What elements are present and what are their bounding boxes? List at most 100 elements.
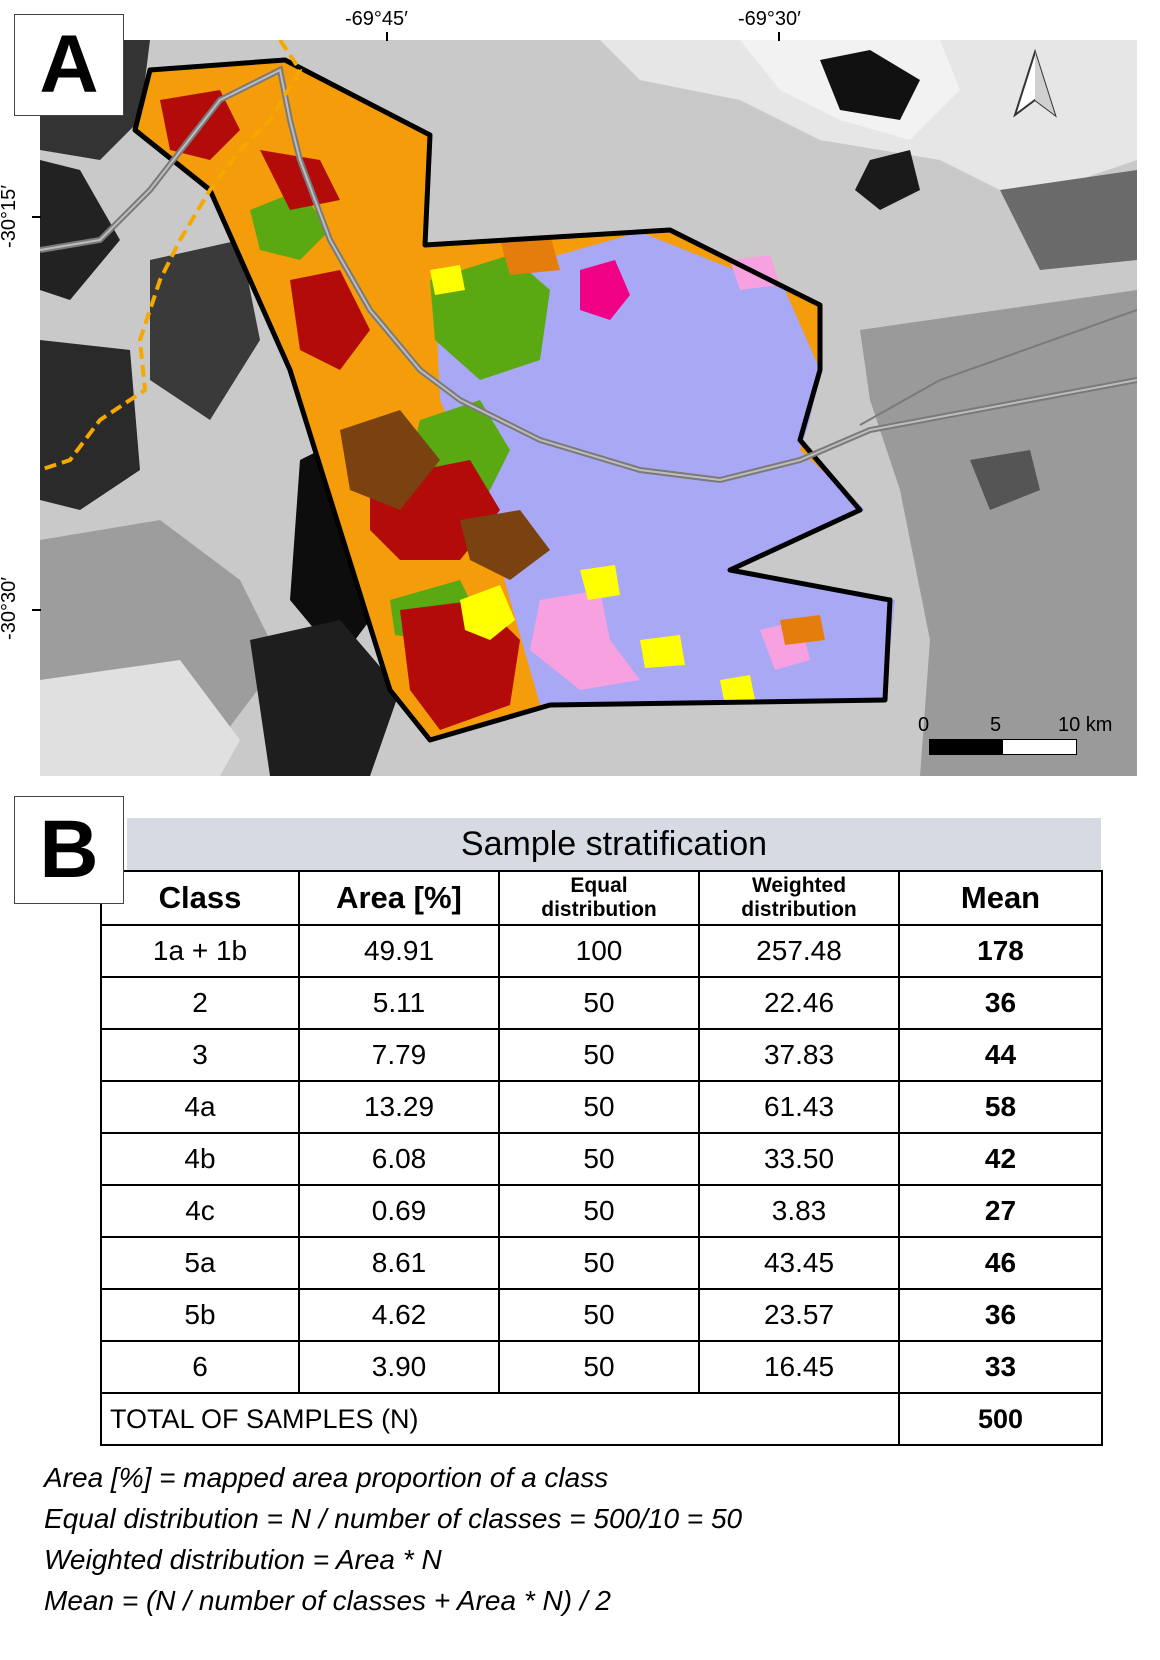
table-header-row: Class Area [%] Equal distribution Weight… [100, 870, 1103, 926]
latitude-tick [32, 609, 41, 611]
cell-area: 0.69 [298, 1184, 500, 1238]
latitude-tick [32, 216, 41, 218]
longitude-tick [778, 32, 780, 41]
scale-label-10: 10 km [1058, 714, 1113, 736]
cell-class: 5a [100, 1236, 300, 1290]
scale-label-0: 0 [918, 714, 930, 736]
cell-class: 5b [100, 1288, 300, 1342]
cell-weighted: 37.83 [698, 1028, 900, 1082]
table-row: 5a 8.61 50 43.45 46 [100, 1236, 1103, 1290]
cell-class: 6 [100, 1340, 300, 1394]
cell-area: 7.79 [298, 1028, 500, 1082]
cell-equal: 50 [498, 1028, 700, 1082]
sample-stratification-table: Class Area [%] Equal distribution Weight… [100, 870, 1103, 1446]
table-row: 4a 13.29 50 61.43 58 [100, 1080, 1103, 1134]
latitude-label-2: -30°30′ [0, 577, 20, 640]
header-area: Area [%] [298, 870, 500, 926]
total-row: TOTAL OF SAMPLES (N) 500 [100, 1392, 1103, 1446]
class-2-area [530, 590, 640, 690]
class-3-area [720, 675, 755, 705]
note-mean: Mean = (N / number of classes + Area * N… [44, 1585, 611, 1616]
north-arrow-icon [1013, 48, 1057, 118]
cell-area: 3.90 [298, 1340, 500, 1394]
table-row: 3 7.79 50 37.83 44 [100, 1028, 1103, 1082]
scale-bar-segment [1003, 740, 1076, 754]
cell-weighted: 43.45 [698, 1236, 900, 1290]
table-row: 2 5.11 50 22.46 36 [100, 976, 1103, 1030]
terrain-dark-area [40, 160, 120, 300]
cell-class: 4c [100, 1184, 300, 1238]
cell-equal: 50 [498, 1184, 700, 1238]
map-panel [40, 40, 1137, 776]
cell-mean: 46 [898, 1236, 1103, 1290]
scale-bar [929, 739, 1077, 755]
cell-weighted: 257.48 [698, 924, 900, 978]
cell-area: 4.62 [298, 1288, 500, 1342]
class-3-area [640, 635, 685, 668]
longitude-label-2: -69°30′ [738, 8, 801, 30]
panel-letter-b: B [14, 796, 124, 904]
header-equal-line-1: Equal [570, 874, 628, 897]
table-row: 1a + 1b 49.91 100 257.48 178 [100, 924, 1103, 978]
longitude-label-1: -69°45′ [345, 8, 408, 30]
cell-equal: 50 [498, 1132, 700, 1186]
cell-area: 8.61 [298, 1236, 500, 1290]
cell-weighted: 16.45 [698, 1340, 900, 1394]
class-5b-area [460, 510, 550, 580]
cell-equal: 50 [498, 1080, 700, 1134]
cell-mean: 58 [898, 1080, 1103, 1134]
note-equal-distribution: Equal distribution = N / number of class… [44, 1503, 743, 1534]
cell-area: 6.08 [298, 1132, 500, 1186]
terrain-dark-area [150, 240, 260, 420]
scale-labels: 0 5 10 km [918, 714, 1138, 740]
class-5a-area [290, 270, 370, 370]
header-weighted-line-2: distribution [741, 898, 857, 921]
cell-equal: 100 [498, 924, 700, 978]
classification-map [40, 40, 1137, 776]
cell-area: 5.11 [298, 976, 500, 1030]
panel-letter-a: A [14, 14, 124, 116]
total-label: TOTAL OF SAMPLES (N) [100, 1392, 900, 1446]
class-3-area [430, 265, 465, 295]
cell-mean: 27 [898, 1184, 1103, 1238]
terrain-mid-area [1000, 170, 1137, 270]
study-area-boundary [132, 57, 893, 743]
cell-weighted: 33.50 [698, 1132, 900, 1186]
class-4b-area [250, 190, 330, 260]
cell-weighted: 3.83 [698, 1184, 900, 1238]
cell-class: 4a [100, 1080, 300, 1134]
terrain-dark-area [250, 620, 400, 776]
cell-class: 4b [100, 1132, 300, 1186]
scale-bar-segment [930, 740, 1003, 754]
latitude-label-1: -30°15′ [0, 185, 20, 248]
class-3-area [460, 585, 515, 640]
road [859, 309, 1137, 426]
header-class: Class [100, 870, 300, 926]
cell-weighted: 22.46 [698, 976, 900, 1030]
cell-class: 3 [100, 1028, 300, 1082]
class-4c-area [580, 260, 630, 320]
class-5b-area [340, 410, 440, 510]
cell-mean: 178 [898, 924, 1103, 978]
class-6-area [780, 615, 825, 645]
cell-mean: 36 [898, 976, 1103, 1030]
header-mean: Mean [898, 870, 1103, 926]
class-5a-area [260, 150, 340, 210]
terrain-light-area [40, 660, 240, 776]
header-equal-distribution: Equal distribution [498, 870, 700, 926]
header-weighted-line-1: Weighted [751, 874, 847, 897]
class-6-area [500, 235, 560, 275]
longitude-tick [386, 32, 388, 41]
terrain-dark-area [820, 50, 920, 120]
scale-label-5: 5 [990, 714, 1002, 736]
terrain-dark-area [40, 340, 140, 510]
total-value: 500 [898, 1392, 1103, 1446]
terrain-mid-area [970, 450, 1040, 510]
terrain-dark-area [855, 150, 920, 210]
cell-equal: 50 [498, 976, 700, 1030]
cell-area: 13.29 [298, 1080, 500, 1134]
cell-mean: 33 [898, 1340, 1103, 1394]
cell-class: 2 [100, 976, 300, 1030]
class-3-area [580, 565, 620, 600]
note-area: Area [%] = mapped area proportion of a c… [44, 1462, 609, 1493]
